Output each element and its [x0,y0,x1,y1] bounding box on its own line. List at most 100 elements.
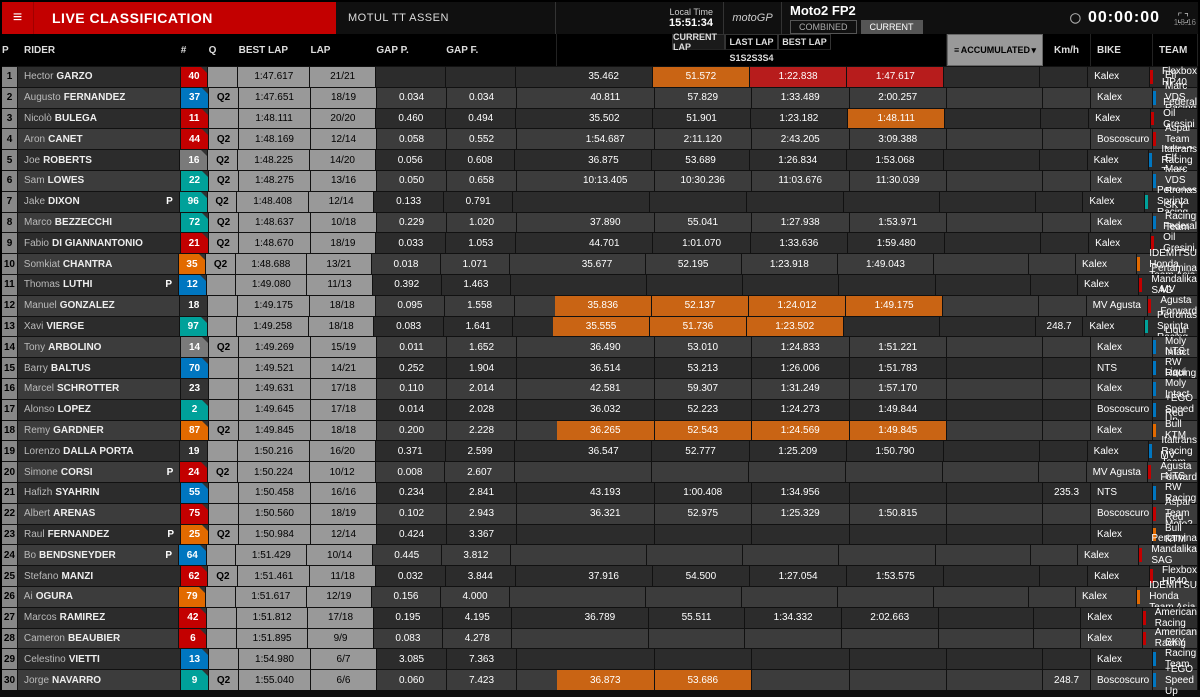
gapp-cell: 0.445 [373,544,442,565]
acc-cell [944,440,1040,461]
gapp-cell: 0.008 [376,461,446,482]
spacer [510,253,549,274]
table-row[interactable]: 15 BarryBALTUS 70 1:49.521 14/21 0.252 1… [2,357,1198,378]
sector-cell: 1:53.068 [847,149,944,170]
kmh-cell [1034,628,1082,649]
acc-cell [947,420,1043,441]
q-cell [207,544,237,565]
table-row[interactable]: 29 CelestinoVIETTI 13 1:54.980 6/7 3.085… [2,648,1198,669]
sector-cell: 51.736 [650,316,747,337]
kmh-cell [1040,440,1088,461]
sector-cell [846,461,943,482]
tab-last-lap[interactable]: LAST LAP [725,34,778,50]
tab-current-lap[interactable]: CURRENT LAP [672,34,725,50]
accumulated-dropdown[interactable]: ≡ ACCUMULATED ▾ [947,34,1043,66]
lap-cell: 12/14 [309,191,375,212]
gapf-cell: 1.463 [442,274,511,295]
bestlap-cell: 1:49.175 [238,295,310,316]
sector-cell: 35.836 [555,295,652,316]
top-bar: ≡ LIVE CLASSIFICATION MOTUL TT ASSEN Loc… [2,2,1198,34]
menu-button[interactable]: ≡ [2,2,34,34]
table-row[interactable]: 30 JorgeNAVARRO 9 Q2 1:55.040 6/6 0.060 … [2,669,1198,690]
bike-cell: Kalex [1089,232,1151,253]
sector-cell: 37.890 [557,212,655,233]
hdr-best[interactable]: BEST LAP [239,45,311,56]
table-row[interactable]: 4 AronCANET 44 Q2 1:48.169 12/14 0.058 0… [2,128,1198,149]
table-row[interactable]: 3 NicolòBULEGA 11 1:48.111 20/20 0.460 0… [2,108,1198,129]
sector-cell [850,648,948,669]
hdr-lap[interactable]: LAP [310,45,376,56]
table-row[interactable]: 7 JakeDIXON P 96 Q2 1:48.408 12/14 0.133… [2,191,1198,212]
pos-cell: 2 [2,87,18,108]
table-row[interactable]: 27 MarcosRAMIREZ 42 1:51.812 17/18 0.195… [2,607,1198,628]
table-row[interactable]: 28 CameronBEAUBIER 6 1:51.895 9/9 0.083 … [2,628,1198,649]
gapf-cell: 1.904 [447,357,517,378]
acc-cell [947,336,1043,357]
sector-cell: 35.677 [549,253,645,274]
lap-cell: 13/16 [311,170,377,191]
table-row[interactable]: 23 RaulFERNANDEZ P 25 Q2 1:50.984 12/14 … [2,524,1198,545]
q-cell [208,66,238,87]
table-row[interactable]: 9 FabioDI GIANNANTONIO 21 Q2 1:48.670 18… [2,232,1198,253]
gapp-cell: 0.371 [376,440,446,461]
table-row[interactable]: 19 LorenzoDALLA PORTA 19 1:50.216 16/20 … [2,440,1198,461]
acc-cell [947,128,1043,149]
number-cell: 70 [181,357,209,378]
table-row[interactable]: 6 SamLOWES 22 Q2 1:48.275 13/16 0.050 0.… [2,170,1198,191]
hdr-gapp[interactable]: GAP P. [376,45,446,56]
hdr-num[interactable]: # [181,45,209,56]
table-row[interactable]: 18 RemyGARDNER 87 Q2 1:49.845 18/18 0.20… [2,420,1198,441]
sector-cell: 1:34.956 [752,482,850,503]
gapf-cell: 3.367 [447,524,517,545]
bestlap-cell: 1:48.111 [239,108,311,129]
table-row[interactable]: 22 AlbertARENAS 75 1:50.560 18/19 0.102 … [2,503,1198,524]
table-row[interactable]: 8 MarcoBEZZECCHI 72 Q2 1:48.637 10/18 0.… [2,212,1198,233]
brand-logo: motoGP [724,2,782,34]
sector-cell: 35.462 [556,66,653,87]
sector-cell [652,461,749,482]
table-row[interactable]: 5 JoeROBERTS 16 Q2 1:48.225 14/20 0.056 … [2,149,1198,170]
kmh-cell [1036,191,1084,212]
table-row[interactable]: 26 AiOGURA 79 1:51.617 12/19 0.156 4.000… [2,586,1198,607]
table-row[interactable]: 24 BoBENDSNEYDER P 64 1:51.429 10/14 0.4… [2,544,1198,565]
table-row[interactable]: 16 MarcelSCHROTTER 23 1:49.631 17/18 0.1… [2,378,1198,399]
lap-cell: 15/19 [311,336,377,357]
table-row[interactable]: 20 SimoneCORSI P 24 Q2 1:50.224 10/12 0.… [2,461,1198,482]
hdr-pos[interactable]: P [2,45,18,56]
gapp-cell: 0.083 [374,316,444,337]
spacer [517,128,557,149]
sector-cell [649,628,746,649]
tab-current[interactable]: CURRENT [861,20,923,34]
tab-combined[interactable]: COMBINED [790,20,857,34]
table-row[interactable]: 11 ThomasLUTHI P 12 1:49.080 11/13 0.392… [2,274,1198,295]
table-row[interactable]: 17 AlonsoLOPEZ 2 1:49.645 17/18 0.014 2.… [2,399,1198,420]
hdr-q[interactable]: Q [209,45,239,56]
table-row[interactable]: 13 XaviVIERGE 97 1:49.258 18/18 0.083 1.… [2,316,1198,337]
acc-cell [939,628,1034,649]
table-row[interactable]: 14 TonyARBOLINO 14 Q2 1:49.269 15/19 0.0… [2,336,1198,357]
lap-cell: 6/7 [311,648,377,669]
table-row[interactable]: 12 ManuelGONZALEZ 18 1:49.175 18/18 0.09… [2,295,1198,316]
spacer [512,607,552,628]
number-cell: 19 [180,440,208,461]
number-cell: 96 [180,191,208,212]
sector-cell: 59.307 [655,378,753,399]
hdr-team[interactable]: TEAM [1153,34,1198,66]
gapp-cell: 0.234 [377,482,447,503]
tab-best-lap[interactable]: BEST LAP [778,34,831,50]
table-row[interactable]: 1 HectorGARZO 40 1:47.617 21/21 35.46251… [2,66,1198,87]
table-row[interactable]: 21 HafizhSYAHRIN 55 1:50.458 16/16 0.234… [2,482,1198,503]
table-row[interactable]: 10 SomkiatCHANTRA 35 Q2 1:48.688 13/21 0… [2,253,1198,274]
clock-value: 00:00:00 [1088,9,1160,27]
hdr-rider[interactable]: RIDER [18,45,181,56]
sector-cell: 1:33.489 [752,87,850,108]
hdr-gapf[interactable]: GAP F. [446,45,516,56]
bestlap-cell: 1:48.275 [239,170,311,191]
table-row[interactable]: 25 StefanoMANZI 62 Q2 1:51.461 11/18 0.0… [2,565,1198,586]
sector-cell: 3:09.388 [850,128,948,149]
table-row[interactable]: 2 AugustoFERNANDEZ 37 Q2 1:47.651 18/19 … [2,87,1198,108]
rider-cell: CelestinoVIETTI [18,648,181,669]
hdr-kmh[interactable]: Km/h [1043,34,1091,66]
gapf-cell: 1.558 [445,295,515,316]
hdr-bike[interactable]: BIKE [1091,34,1153,66]
